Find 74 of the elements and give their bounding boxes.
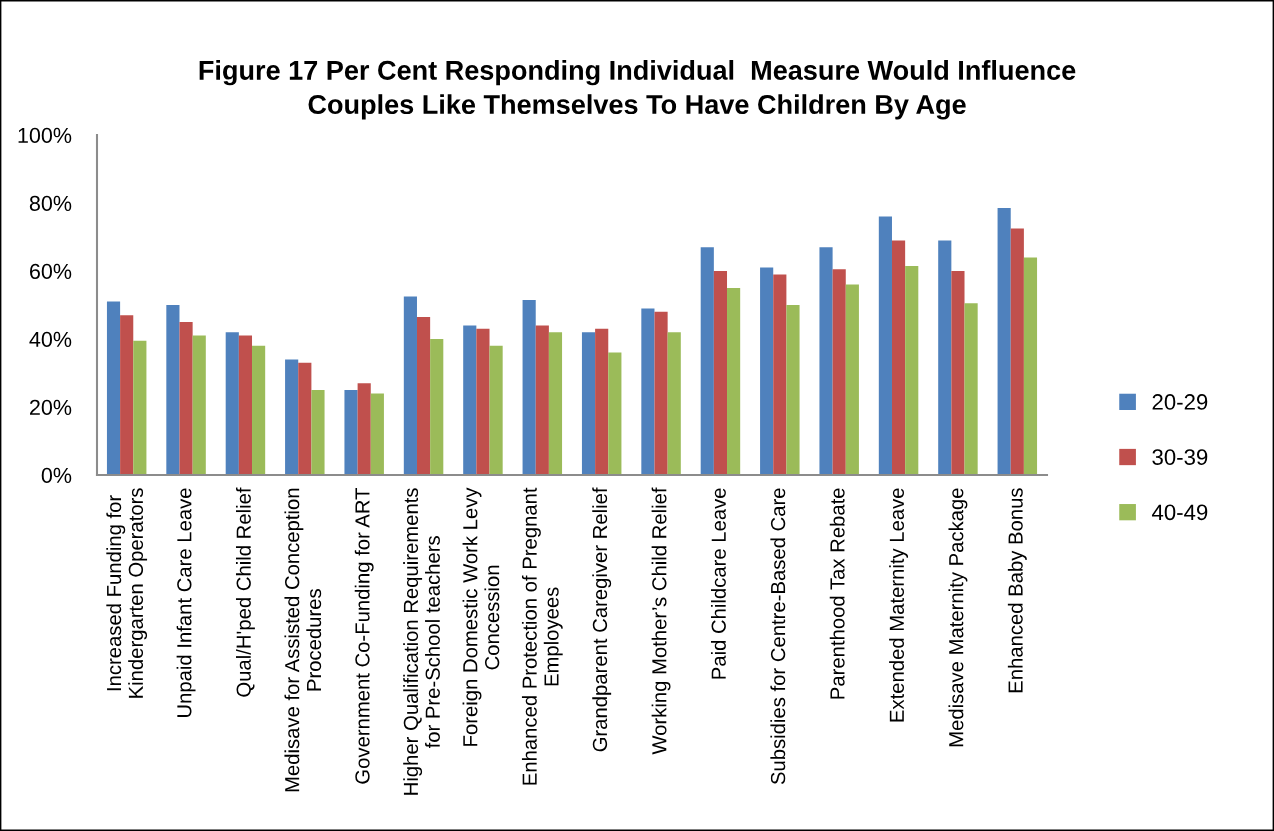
x-tick-label: Enhanced Baby Bonus — [1007, 488, 1027, 693]
bar — [476, 328, 490, 475]
bar — [938, 240, 952, 475]
bar — [285, 359, 299, 475]
bar — [238, 335, 253, 475]
bar — [106, 301, 121, 475]
x-tick-label: Medisave Maternity Package — [948, 488, 968, 747]
bar — [760, 267, 774, 475]
bar — [595, 328, 609, 475]
x-tick-label: Foreign Domestic Work Levy Concession — [462, 487, 500, 746]
bar — [786, 305, 800, 475]
x-tick-label: Subsidies for Centre-Based Care — [770, 488, 786, 785]
bar — [344, 390, 358, 475]
bar — [773, 274, 787, 475]
bar — [581, 332, 596, 475]
bar — [357, 383, 371, 475]
x-tick-label: Paid Childcare Leave — [710, 488, 726, 679]
bar — [120, 315, 134, 475]
x-tick-label: Government Co-Funding for ART — [354, 487, 374, 784]
x-tick-label: Qual/H'ped Child Relief — [235, 487, 255, 697]
x-tick-label: Working Mother’s Child Relief — [651, 487, 671, 755]
bar — [819, 247, 833, 475]
bar — [654, 311, 668, 475]
x-tick-label: Grandparent Caregiver Relief — [592, 487, 612, 752]
bar — [179, 322, 193, 475]
bar — [311, 390, 325, 475]
y-tick-label: 80% — [29, 195, 72, 212]
bar — [225, 332, 239, 475]
bar — [463, 325, 477, 475]
bar — [416, 316, 431, 475]
legend-label: 30-39 — [1152, 449, 1208, 465]
x-tick-label: Parenthood Tax Rebate — [829, 488, 845, 699]
chart-title: Figure 17 Per Cent Responding Individual Measure Would Influence Couples Like Themselves To Have Children By Age — [199, 60, 1076, 120]
bar — [997, 208, 1011, 475]
bar — [1023, 257, 1038, 475]
bar — [727, 288, 741, 475]
y-tick-label: 40% — [29, 331, 72, 348]
x-tick-label: Extended Maternity Leave — [889, 488, 909, 722]
y-tick-label: 60% — [30, 263, 72, 280]
x-tick-label: Enhanced Protection of Pregnant Employees — [521, 487, 563, 785]
bar — [951, 271, 965, 475]
bar — [192, 335, 206, 475]
bar — [964, 303, 978, 475]
legend-label: 40-49 — [1151, 504, 1208, 521]
bar — [430, 339, 444, 475]
bar — [1010, 228, 1024, 475]
bar — [667, 332, 681, 475]
bar — [713, 271, 728, 475]
bar — [166, 305, 180, 475]
x-tick-label: Increased Funding for Kindergarten Operators — [106, 488, 148, 698]
bar — [700, 247, 714, 475]
bar — [535, 325, 549, 475]
bar — [878, 216, 892, 475]
bar — [522, 299, 536, 475]
y-tick-label: 0% — [41, 467, 72, 484]
bar — [133, 340, 147, 475]
legend-label: 20-29 — [1152, 394, 1208, 410]
bar — [403, 296, 417, 475]
bar — [548, 332, 563, 475]
bar — [489, 345, 503, 475]
x-tick-label: Medisave for Assisted Conception Procedures — [284, 488, 322, 792]
bar — [905, 265, 919, 475]
bar — [252, 345, 266, 475]
bar — [298, 362, 312, 475]
bar — [370, 393, 384, 475]
bar — [608, 352, 622, 475]
x-tick-label: Higher Qualification Requirements for Pre-School teachers — [403, 488, 440, 795]
bar — [845, 284, 859, 475]
bar — [891, 240, 906, 475]
x-tick-label: Unpaid Infant Care Leave — [176, 488, 196, 718]
bar — [641, 308, 655, 475]
y-tick-label: 20% — [30, 399, 72, 416]
y-tick-label: 100% — [18, 127, 72, 144]
bar — [832, 269, 846, 475]
